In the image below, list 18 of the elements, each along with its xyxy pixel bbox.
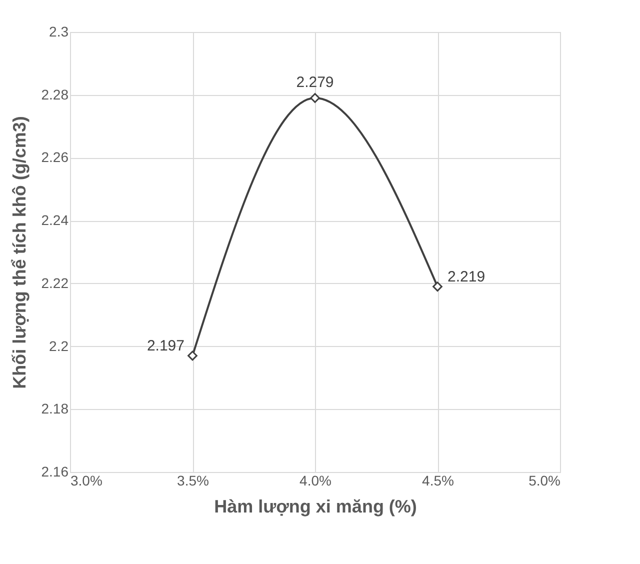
y-tick-label: 2.3 xyxy=(49,24,69,40)
y-tick-label: 2.16 xyxy=(41,464,69,480)
x-tick-label: 4.0% xyxy=(300,472,332,488)
x-tick-label: 4.5% xyxy=(422,472,454,488)
y-tick-label: 2.2 xyxy=(49,338,69,354)
data-label: 2.279 xyxy=(296,74,334,91)
y-tick-label: 2.22 xyxy=(41,274,69,291)
x-tick-label: 3.0% xyxy=(70,472,102,488)
x-axis-title: Hàm lượng xi măng (%) xyxy=(214,496,417,516)
x-tick-label: 3.5% xyxy=(177,472,209,488)
data-label: 2.219 xyxy=(448,268,486,286)
y-tick-label: 2.28 xyxy=(41,86,69,102)
y-tick-label: 2.18 xyxy=(41,400,69,417)
y-tick-label: 2.26 xyxy=(41,149,69,166)
y-tick-label: 2.24 xyxy=(41,212,69,228)
data-label: 2.197 xyxy=(146,338,184,355)
x-tick-label: 5.0% xyxy=(528,472,560,488)
y-axis-title: Khối lượng thể tích khô (g/cm3) xyxy=(9,116,30,389)
